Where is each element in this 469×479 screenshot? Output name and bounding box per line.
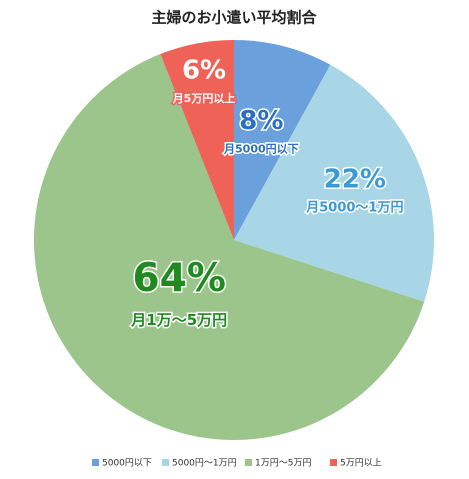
value-label: 6% [182,55,226,85]
value-label: 22% [324,165,386,195]
legend-label: 1万円〜5万円 [255,458,311,469]
legend-label: 5万円以上 [340,458,382,469]
chart-title: 主婦のお小遣い平均割合 [151,9,317,27]
slice-label: 月5万円以上 [172,91,236,105]
legend-label: 5000円以下 [102,458,152,469]
value-label: 8% [239,106,283,136]
pie-slice [234,64,434,302]
slice-label: 月5000〜1万円 [305,201,403,216]
value-label: 64% [133,256,226,301]
legend-label: 5000円〜1万円 [172,458,237,469]
legend-swatch [92,459,99,466]
slice-label: 月1万〜5万円 [130,311,227,329]
legend-swatch [245,459,252,466]
pie-slice [234,40,331,240]
slice-label: 月5000円以下 [223,142,299,155]
pie-slice [160,40,234,240]
pie-slice [34,54,425,440]
legend-swatch [162,459,169,466]
legend-swatch [330,459,337,466]
